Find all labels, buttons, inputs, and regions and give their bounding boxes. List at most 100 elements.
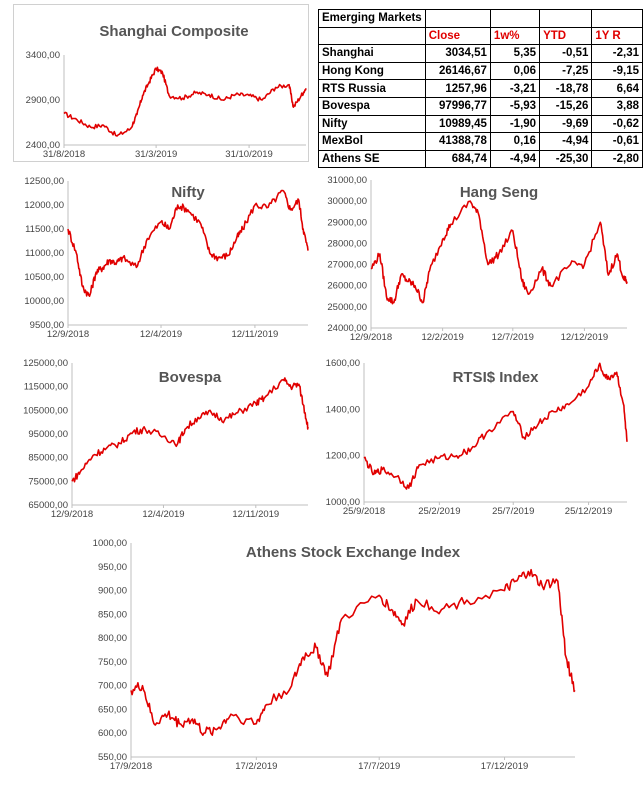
x-tick-label: 12/7/2019 (492, 332, 534, 343)
table-cell: -3,21 (489, 79, 541, 98)
y-tick-label: 125000,00 (23, 358, 68, 369)
shanghai-chart-panel: Shanghai Composite 2400,00 2900,00 3400,00 3… (13, 4, 309, 162)
table-cell: 5,35 (489, 44, 541, 63)
y-tick-label: 1400,00 (326, 404, 360, 415)
x-tick-label: 25/12/2019 (565, 506, 613, 517)
series-line (363, 362, 628, 490)
table-header-cell (318, 26, 426, 46)
table-cell: -2,31 (591, 44, 643, 63)
series-line (71, 377, 309, 483)
table-row: Nifty 10989,45 -1,90 -9,69 -0,62 (318, 114, 643, 134)
y-tick-label: 550,00 (98, 752, 127, 763)
y-tick-label: 9500,00 (30, 320, 64, 331)
rts-chart: RTSI$ Index 1000,00 1200,00 1400,00 1600,00 2… (326, 358, 628, 517)
y-tick-label: 2400,00 (26, 140, 60, 151)
table-blank-cell (591, 9, 643, 28)
y-tick-label: 1200,00 (326, 451, 360, 462)
y-tick-label: 105000,00 (23, 405, 68, 416)
table-row: MexBol 41388,78 0,16 -4,94 -0,61 (318, 132, 643, 151)
table-row: Athens SE 684,74 -4,94 -25,30 -2,80 (318, 149, 643, 169)
table-blank-cell (489, 9, 541, 28)
y-tick-label: 2900,00 (26, 95, 60, 106)
y-tick-label: 10000,00 (24, 296, 64, 307)
chart-title: Athens Stock Exchange Index (246, 544, 461, 561)
table-cell: 10989,45 (424, 114, 491, 134)
y-tick-label: 95000,00 (28, 429, 68, 440)
table-row-label: MexBol (318, 132, 426, 151)
table-cell: 0,16 (489, 132, 541, 151)
y-tick-label: 850,00 (98, 609, 127, 620)
y-tick-label: 750,00 (98, 657, 127, 668)
table-cell: 3,88 (591, 96, 643, 116)
table-cell: -7,25 (539, 61, 593, 81)
chart-title: Bovespa (159, 369, 222, 386)
athens-chart: Athens Stock Exchange Index 550,00 600,00 6… (93, 538, 576, 772)
table-header-row: Close 1w% YTD 1Y R (318, 26, 643, 46)
y-tick-label: 900,00 (98, 586, 127, 597)
y-tick-label: 11500,00 (25, 224, 64, 235)
table-blank-cell (539, 9, 593, 28)
table-cell: -5,93 (489, 96, 541, 116)
table-row-label: Bovespa (318, 96, 426, 116)
table-cell: -0,62 (591, 114, 643, 134)
table-cell: 6,64 (591, 79, 643, 98)
y-tick-label: 12000,00 (24, 200, 64, 211)
table-cell: -9,69 (539, 114, 593, 134)
y-tick-label: 30000,00 (327, 196, 367, 207)
x-tick-label: 17/7/2019 (358, 761, 400, 772)
x-tick-label: 12/4/2019 (140, 329, 182, 340)
hangseng-chart-panel: Hang Seng 24000,00 25000,00 26000,00 27000,0… (312, 168, 643, 350)
x-tick-label: 17/12/2019 (481, 761, 529, 772)
y-tick-label: 24000,00 (327, 323, 367, 334)
table-title-row: Emerging Markets (318, 9, 643, 28)
y-tick-label: 650,00 (98, 704, 127, 715)
y-tick-label: 10500,00 (24, 272, 64, 283)
table-row-label: RTS Russia (318, 79, 426, 98)
table-header-cell: 1w% (489, 26, 541, 46)
table-row: Shanghai 3034,51 5,35 -0,51 -2,31 (318, 44, 643, 63)
y-tick-label: 1600,00 (326, 358, 360, 369)
chart-title: Hang Seng (460, 184, 538, 201)
x-tick-label: 25/7/2019 (492, 506, 534, 517)
x-tick-label: 17/9/2018 (110, 761, 152, 772)
athens-chart-panel: Athens Stock Exchange Index 550,00 600,00 6… (93, 535, 585, 785)
table-blank-cell (424, 9, 491, 28)
x-tick-label: 12/9/2018 (47, 329, 89, 340)
y-tick-label: 75000,00 (28, 476, 68, 487)
x-tick-label: 31/10/2019 (225, 149, 273, 160)
table-cell: -9,15 (591, 61, 643, 81)
table-cell: 1257,96 (424, 79, 491, 98)
table-cell: -2,80 (591, 149, 643, 169)
nifty-chart: Nifty 9500,00 10000,00 10500,00 11000,00 1150… (24, 176, 309, 340)
chart-title: RTSI$ Index (453, 369, 540, 386)
bovespa-chart-panel: Bovespa 65000,00 75000,00 85000,00 95000,00 1… (0, 353, 312, 533)
table-cell: 0,06 (489, 61, 541, 81)
series-line (63, 66, 307, 137)
table-cell: 684,74 (424, 149, 491, 169)
y-tick-label: 28000,00 (327, 238, 367, 249)
y-tick-label: 800,00 (98, 633, 127, 644)
table-header-cell: YTD (539, 26, 593, 46)
rts-chart-panel: RTSI$ Index 1000,00 1200,00 1400,00 1600,00 2… (312, 353, 643, 533)
x-tick-label: 12/12/2019 (561, 332, 609, 343)
table-cell: 97996,77 (424, 96, 491, 116)
series-line (370, 200, 628, 305)
series-line (67, 189, 309, 297)
y-tick-label: 26000,00 (327, 281, 367, 292)
y-tick-label: 600,00 (98, 728, 127, 739)
table-row-label: Nifty (318, 114, 426, 134)
table-cell: 3034,51 (424, 44, 491, 63)
table-header-cell: Close (424, 26, 491, 46)
table-cell: -0,51 (539, 44, 593, 63)
series-line (130, 568, 576, 736)
table-cell: -1,90 (489, 114, 541, 134)
y-tick-label: 85000,00 (28, 453, 68, 464)
table-cell: 26146,67 (424, 61, 491, 81)
table-cell: -15,26 (539, 96, 593, 116)
y-tick-label: 700,00 (98, 681, 127, 692)
table-row: Hong Kong 26146,67 0,06 -7,25 -9,15 (318, 61, 643, 81)
table-cell: -4,94 (489, 149, 541, 169)
y-tick-label: 3400,00 (26, 50, 60, 61)
x-tick-label: 12/9/2018 (51, 509, 93, 520)
x-tick-label: 12/11/2019 (232, 509, 279, 520)
